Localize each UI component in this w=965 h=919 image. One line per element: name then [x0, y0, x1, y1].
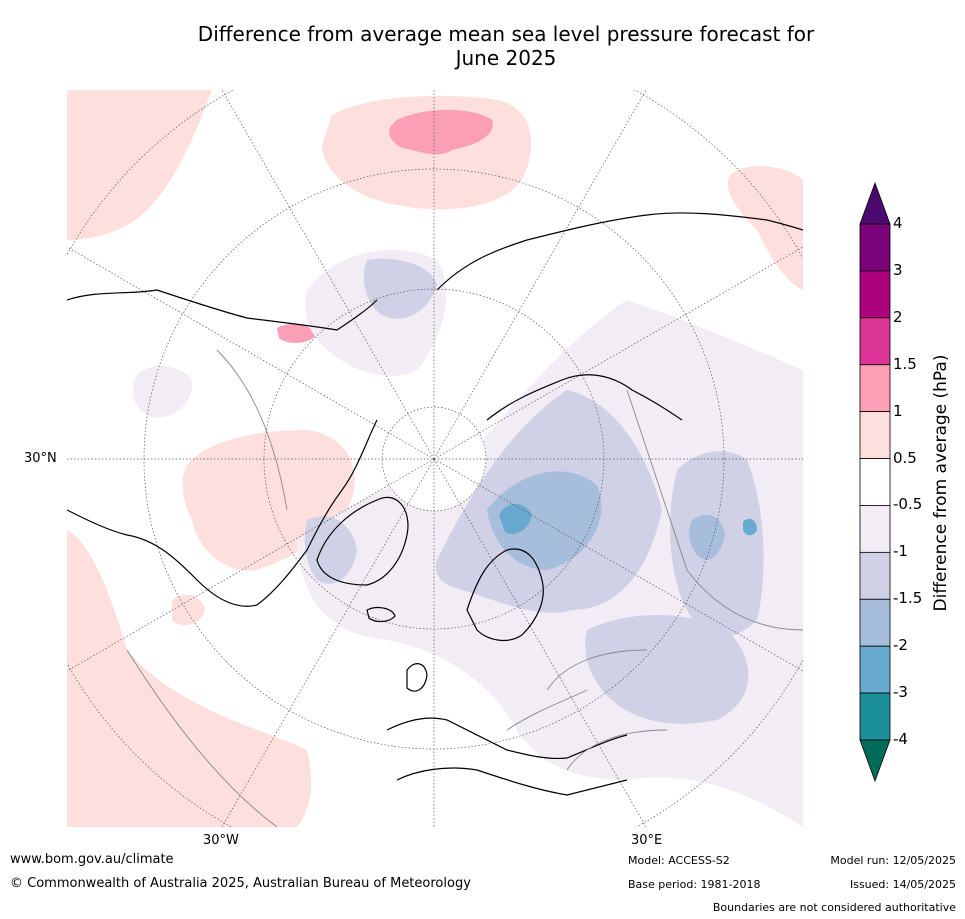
- anomaly-small-atlantic: [172, 594, 205, 626]
- colorbar-tick-label: -4: [893, 730, 908, 748]
- coast-alaska: [67, 289, 378, 331]
- map-svg: [67, 90, 803, 827]
- colorbar-tick-label: 1: [893, 401, 903, 420]
- coastlines: [67, 212, 803, 796]
- colorbar-tick-label: 2: [893, 307, 903, 326]
- coast-greenland: [316, 496, 409, 586]
- polar-map[interactable]: [67, 90, 803, 827]
- anomaly-positive: [67, 90, 803, 827]
- graticule: [67, 90, 803, 827]
- coast-iceland: [366, 606, 396, 623]
- disclaimer: Boundaries are not considered authoritat…: [712, 901, 956, 914]
- colorbar-title: Difference from average (hPa): [931, 354, 951, 612]
- chart-title: Difference from average mean sea level p…: [100, 22, 912, 70]
- anomaly-barents-deep: [499, 503, 532, 535]
- title-line-2: June 2025: [455, 46, 557, 70]
- colorbar-tick-label: -1: [893, 542, 908, 561]
- colorbar: [859, 181, 891, 783]
- anomaly-west-top: [67, 90, 212, 240]
- colorbar-bin: [859, 364, 891, 413]
- anomaly-negative: [132, 250, 803, 827]
- anomaly-barents-core: [487, 471, 602, 570]
- anomaly-bering-core: [363, 258, 437, 319]
- colorbar-tick-label: 3: [893, 260, 903, 279]
- website-link[interactable]: www.bom.gov.au/climate: [10, 852, 174, 867]
- anomaly-north-pacific-core: [389, 109, 493, 155]
- colorbar-tick-label: -2: [893, 636, 908, 655]
- colorbar-under-arrow: [859, 739, 891, 783]
- colorbar-tick-label: -3: [893, 683, 908, 702]
- coast-canada: [67, 419, 378, 607]
- lon-label-30w: 30°W: [203, 833, 239, 848]
- base-period: Base period: 1981-2018: [628, 878, 761, 891]
- colorbar-tick-label: -1.5: [893, 589, 923, 608]
- anomaly-greenland: [304, 516, 357, 584]
- anomaly-lake-baikal: [743, 518, 757, 536]
- model-run: Model run: 12/05/2025: [830, 854, 956, 867]
- colorbar-bin: [859, 458, 891, 506]
- lon-label-30e: 30°E: [631, 833, 663, 848]
- anomaly-alaska-spot: [277, 324, 317, 343]
- colorbar-tick-label: 1.5: [893, 354, 917, 373]
- colorbar-bin: [859, 223, 891, 272]
- anomaly-asia-east: [727, 165, 803, 290]
- anomaly-atlantic-west: [67, 530, 312, 827]
- coast-mediterranean: [396, 767, 628, 796]
- colorbar-bin: [859, 692, 891, 741]
- model-name: Model: ACCESS-S2: [628, 854, 730, 867]
- colorbar-bin: [859, 270, 891, 319]
- anomaly-pacific-small: [132, 365, 193, 418]
- colorbar-tick-label: -0.5: [893, 495, 923, 514]
- colorbar-bins: [859, 223, 891, 741]
- anomaly-central-asia: [585, 615, 749, 724]
- coast-scandinavia: [466, 548, 544, 642]
- coast-siberia: [436, 212, 803, 291]
- coast-russia-north: [486, 374, 683, 421]
- lat-label-30n: 30°N: [24, 451, 57, 466]
- colorbar-tick-label: 4: [893, 214, 903, 232]
- colorbar-bin: [859, 505, 891, 553]
- colorbar-over-arrow: [859, 181, 891, 225]
- colorbar-tick-label: 0.5: [893, 448, 917, 467]
- issued-date: Issued: 14/05/2025: [849, 878, 956, 891]
- colorbar-bin: [859, 411, 891, 459]
- copyright-text: © Commonwealth of Australia 2025, Austra…: [10, 876, 471, 891]
- colorbar-bin: [859, 645, 891, 694]
- colorbar-bin: [859, 551, 891, 600]
- borders: [126, 349, 803, 827]
- title-line-1: Difference from average mean sea level p…: [197, 22, 815, 46]
- colorbar-bin: [859, 317, 891, 366]
- coast-uk: [406, 663, 428, 692]
- colorbar-bin: [859, 598, 891, 647]
